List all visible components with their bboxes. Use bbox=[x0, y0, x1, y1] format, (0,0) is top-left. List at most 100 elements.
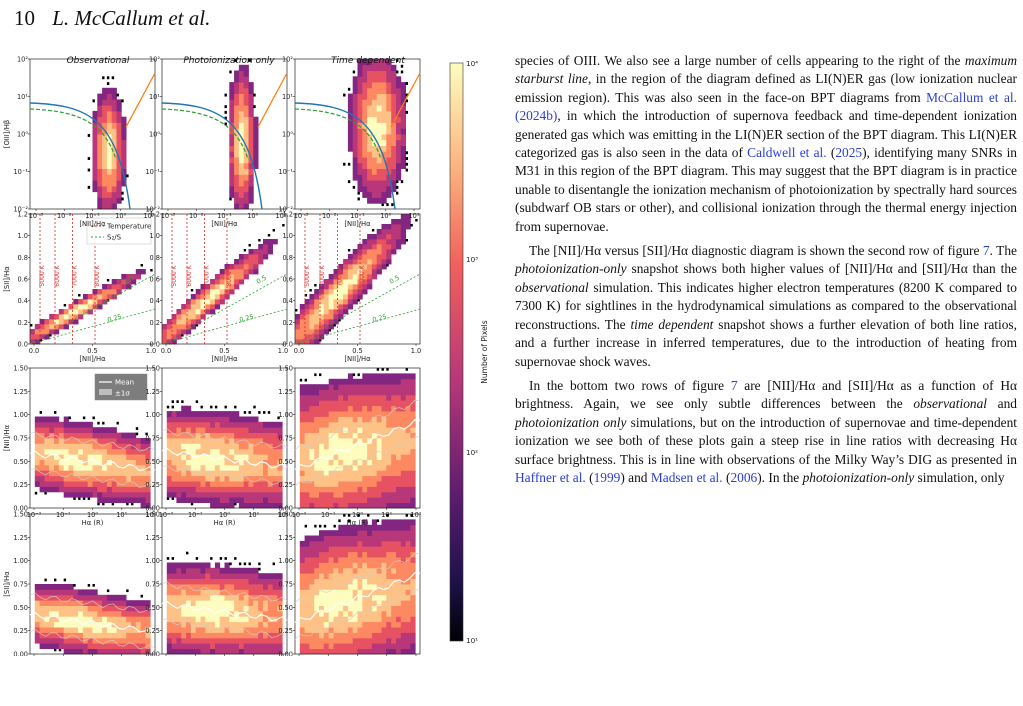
panel-r4-c2 bbox=[161, 513, 288, 655]
temp-label-3-c1: 8000 K bbox=[94, 264, 101, 286]
citation-link-mccallum[interactable]: McCallum et al. (2024b) bbox=[515, 89, 1017, 124]
r3c2-ytick-6: 1.50 bbox=[145, 365, 160, 373]
colorbar-tick-1e1: 10¹ bbox=[466, 636, 478, 645]
r3c3-xtick-0: 10⁻² bbox=[292, 511, 307, 519]
r1c2-ytick-0: 10⁻² bbox=[145, 206, 160, 214]
r4c1-ytick-0: 0.00 bbox=[13, 651, 28, 657]
r1c2-ytick-4: 10² bbox=[149, 56, 160, 64]
r1c3-xtick-1: 10⁻² bbox=[322, 212, 337, 220]
legend-s2s: S₂/S bbox=[107, 234, 122, 242]
r2c1-ytick-3: 0.6 bbox=[18, 276, 29, 284]
r2c2-xtick-0: 0.0 bbox=[161, 347, 172, 355]
r2c3-xtick-0: 0.0 bbox=[294, 347, 305, 355]
r1c2-xlabel: [NII]/Hα bbox=[211, 220, 238, 228]
temp-label-2-c1: 7000 K bbox=[72, 264, 79, 286]
r1c3-ytick-3: 10¹ bbox=[282, 93, 293, 101]
r2c3-ytick-0: 0.0 bbox=[283, 341, 294, 349]
r3c1-xtick-4: 10² bbox=[145, 511, 156, 519]
citation-link-madsen[interactable]: Madsen et al. bbox=[650, 469, 723, 485]
legend-mean: Mean bbox=[115, 379, 134, 387]
r3c1-ytick-2: 0.50 bbox=[13, 458, 28, 466]
r3c3-ytick-1: 0.25 bbox=[278, 481, 293, 489]
temp-label-2-c3: 7000 K bbox=[337, 264, 344, 286]
r4c1-ytick-3: 0.75 bbox=[13, 581, 28, 589]
r1c1-ytick-0: 10⁻² bbox=[13, 206, 28, 214]
panel-r1-c1 bbox=[29, 58, 156, 210]
r1c3-xtick-2: 10⁻¹ bbox=[350, 212, 365, 220]
r1c1-ytick-1: 10⁻¹ bbox=[13, 168, 28, 176]
figure-link-7[interactable]: 7 bbox=[982, 243, 990, 259]
slope-label-05-c3: 0.5 bbox=[388, 274, 401, 286]
temp-label-3-c3: 8000 K bbox=[359, 264, 366, 286]
temp-label-1-c3: 6000 K bbox=[319, 264, 326, 286]
r2c1-ytick-2: 0.4 bbox=[18, 297, 29, 305]
citation-link-haffner[interactable]: Haffner et al. bbox=[515, 469, 586, 485]
body-text: species of OIII. We also see a large num… bbox=[515, 52, 1017, 487]
panel-r3-c1 bbox=[29, 367, 156, 509]
r1c1-ytick-3: 10¹ bbox=[17, 93, 28, 101]
page-number: 10 bbox=[14, 6, 35, 30]
paragraph-2: The [NII]/Hα versus [SII]/Hα diagnostic … bbox=[515, 243, 1017, 369]
r1c3-ytick-4: 10² bbox=[282, 56, 293, 64]
r3c1-ytick-5: 1.25 bbox=[13, 388, 28, 396]
r1c1-xtick-3: 10⁰ bbox=[115, 212, 126, 220]
r1c3-ytick-1: 10⁻¹ bbox=[278, 168, 293, 176]
r2c2-ytick-1: 0.2 bbox=[150, 319, 161, 327]
r2c1-xtick-0: 0.0 bbox=[29, 347, 40, 355]
r1c2-xtick-1: 10⁻² bbox=[189, 212, 204, 220]
panel-r2-c3 bbox=[294, 213, 421, 345]
panel-r3-c3 bbox=[294, 367, 421, 509]
r2c1-ytick-5: 1.0 bbox=[18, 232, 29, 240]
r3c1-xtick-2: 10⁰ bbox=[87, 511, 98, 519]
r3c3-xtick-2: 10⁰ bbox=[352, 511, 363, 519]
r2c1-ytick-0: 0.0 bbox=[18, 341, 29, 349]
colorbar-tick-1e3: 10³ bbox=[466, 255, 478, 264]
r1c1-xlabel: [NII]/Hα bbox=[79, 220, 106, 228]
citation-link-caldwell-year[interactable]: 2025 bbox=[835, 145, 863, 161]
r4c2-ytick-0: 0.00 bbox=[145, 651, 160, 657]
page-header: 10 L. McCallum et al. bbox=[14, 6, 210, 31]
r3c1-xtick-0: 10⁻² bbox=[27, 511, 42, 519]
panel-r1-c2 bbox=[161, 58, 288, 210]
r3c1-xlabel: Hα (R) bbox=[82, 519, 104, 527]
r4c1-ytick-5: 1.25 bbox=[13, 534, 28, 542]
citation-link-caldwell[interactable]: Caldwell et al. bbox=[747, 145, 827, 161]
panel-r2-c2 bbox=[161, 213, 288, 345]
panel-r4-c1 bbox=[29, 513, 156, 655]
r2c2-ytick-4: 0.8 bbox=[150, 254, 161, 262]
r1c2-ytick-3: 10¹ bbox=[149, 93, 160, 101]
r1c3-xlabel: [NII]/Hα bbox=[344, 220, 371, 228]
slope-label-05-c2: 0.5 bbox=[255, 274, 268, 286]
r2c2-ytick-5: 1.0 bbox=[150, 232, 161, 240]
r1c2-xtick-0: 10⁻³ bbox=[161, 212, 176, 220]
legend-row2: Temperature S₂/S bbox=[86, 217, 151, 245]
r4c3-ytick-0: 0.00 bbox=[278, 651, 293, 657]
r2c3-ytick-5: 1.0 bbox=[283, 232, 294, 240]
r3c3-ytick-2: 0.50 bbox=[278, 458, 293, 466]
r3c1-xtick-1: 10⁻¹ bbox=[56, 511, 71, 519]
r4c2-ytick-4: 1.00 bbox=[145, 557, 160, 565]
r3c2-ytick-0: 0.00 bbox=[145, 505, 160, 513]
temp-label-1-c2: 6000 K bbox=[186, 264, 193, 286]
row3-ylabel: [NII]/Hα bbox=[3, 424, 11, 451]
r4c3-ytick-3: 0.75 bbox=[278, 581, 293, 589]
colorbar-tick-1e2: 10² bbox=[466, 448, 478, 457]
r2c2-xtick-2: 1.0 bbox=[278, 347, 289, 355]
temp-label-1-c1: 6000 K bbox=[54, 264, 61, 286]
r1c2-ytick-2: 10⁰ bbox=[149, 131, 160, 139]
r4c1-ytick-1: 0.25 bbox=[13, 627, 28, 635]
r2c1-xtick-2: 1.0 bbox=[146, 347, 157, 355]
r1c2-xtick-2: 10⁻¹ bbox=[217, 212, 232, 220]
r4c2-ytick-3: 0.75 bbox=[145, 581, 160, 589]
figure-link-7b[interactable]: 7 bbox=[730, 377, 738, 393]
r3c3-xtick-1: 10⁻¹ bbox=[321, 511, 336, 519]
r2c3-ytick-6: 1.2 bbox=[283, 211, 294, 219]
row4-ylabel: [SII]/Hα bbox=[3, 571, 11, 597]
citation-link-madsen-year[interactable]: 2006 bbox=[730, 469, 758, 485]
r3c2-xtick-0: 10⁻² bbox=[159, 511, 174, 519]
paragraph-1: species of OIII. We also see a large num… bbox=[515, 53, 1017, 234]
temp-label-3-c2: 8000 K bbox=[226, 264, 233, 286]
temp-label-0-c1: 5000 K bbox=[39, 264, 46, 286]
r3c2-ytick-4: 1.00 bbox=[145, 411, 160, 419]
citation-link-haffner-year[interactable]: 1999 bbox=[593, 469, 621, 485]
